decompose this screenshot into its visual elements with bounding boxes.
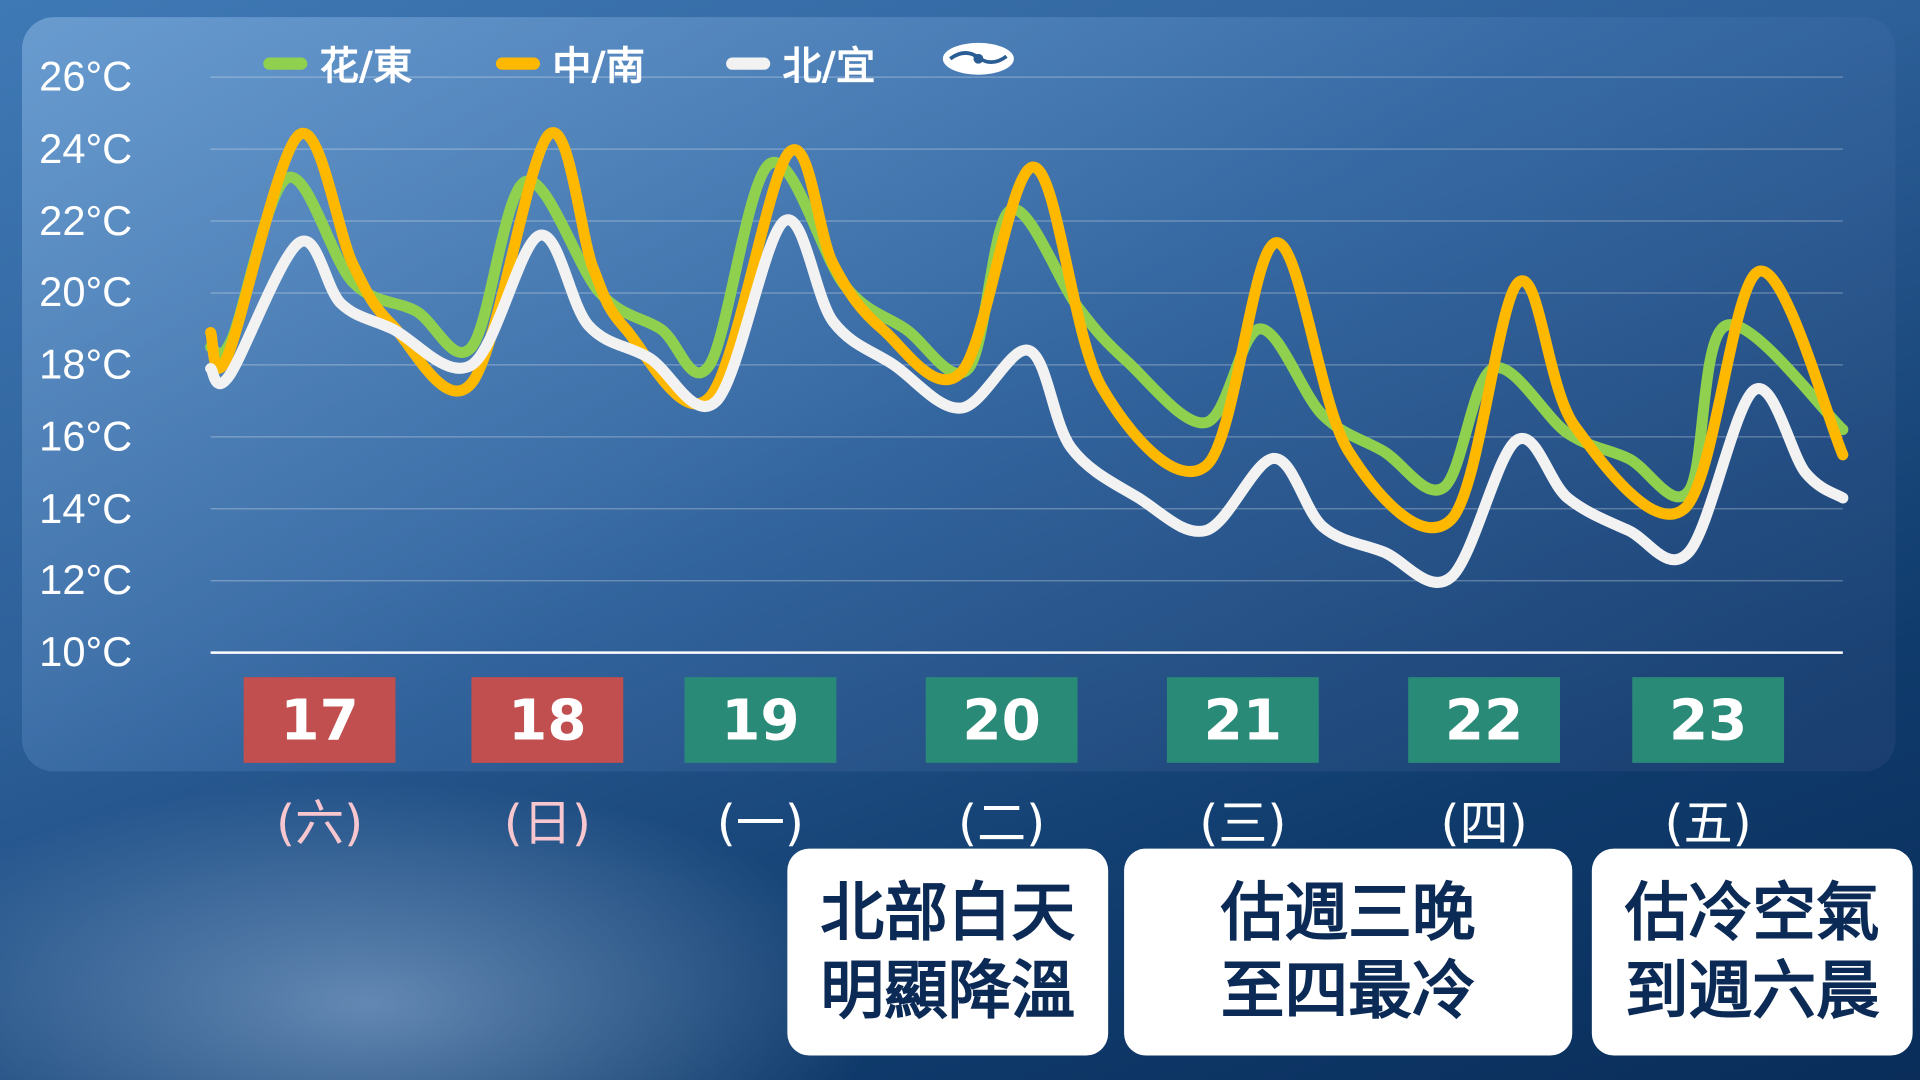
- weekday-label: (二): [958, 795, 1046, 853]
- weekday-label: (日): [503, 795, 591, 853]
- date-box: 23: [1632, 677, 1785, 763]
- weekday-label: (三): [1199, 795, 1287, 853]
- date-box: 20: [925, 677, 1078, 763]
- weekday-label: (六): [275, 795, 364, 853]
- date-box: 17: [243, 677, 396, 763]
- weekday-label: (五): [1664, 795, 1752, 853]
- note-card-2: 估週三晚 至四最冷: [1124, 848, 1573, 1056]
- legend-item-bei-yi: 北/宜: [726, 39, 875, 89]
- y-tick-label: 20°C: [39, 269, 133, 317]
- legend-swatch: [495, 57, 541, 70]
- date-box: 19: [684, 677, 837, 763]
- date-box: 21: [1166, 677, 1319, 763]
- weekday-label: (一): [716, 795, 805, 853]
- legend-label: 北/宜: [782, 42, 876, 90]
- weekday-label: (四): [1440, 795, 1528, 853]
- note-card-1: 北部白天 明顯降溫: [787, 848, 1109, 1056]
- note-line: 估冷空氣: [1624, 876, 1880, 950]
- legend-swatch: [726, 57, 771, 70]
- legend-item-zhong-nan: 中/南: [495, 39, 645, 89]
- legend-label: 中/南: [552, 42, 645, 90]
- y-tick-label: 24°C: [39, 125, 133, 173]
- date-box: 22: [1408, 677, 1561, 763]
- note-card-3: 估冷空氣 到週六晨: [1591, 848, 1913, 1056]
- note-line: 估週三晚: [1220, 876, 1476, 950]
- note-line: 至四最冷: [1220, 954, 1476, 1028]
- legend-swatch: [263, 57, 308, 70]
- series-line-0: [205, 157, 1849, 503]
- y-tick-label: 10°C: [39, 629, 133, 676]
- note-line: 北部白天: [820, 876, 1076, 950]
- y-tick-label: 16°C: [39, 413, 133, 461]
- chart-panel: [22, 17, 1896, 772]
- date-box: 18: [471, 677, 624, 763]
- series-line-2: [205, 214, 1849, 588]
- cwa-logo-icon: [942, 42, 1014, 75]
- series-line-1: [205, 127, 1849, 534]
- legend-label: 花/東: [319, 42, 413, 90]
- note-line: 到週六晨: [1624, 954, 1880, 1028]
- y-tick-label: 26°C: [39, 53, 133, 101]
- note-line: 明顯降溫: [820, 954, 1076, 1028]
- legend-item-hua-dong: 花/東: [263, 39, 412, 89]
- y-tick-label: 22°C: [39, 197, 133, 245]
- y-tick-label: 18°C: [39, 341, 133, 389]
- y-tick-label: 12°C: [39, 557, 133, 604]
- y-tick-label: 14°C: [39, 485, 133, 533]
